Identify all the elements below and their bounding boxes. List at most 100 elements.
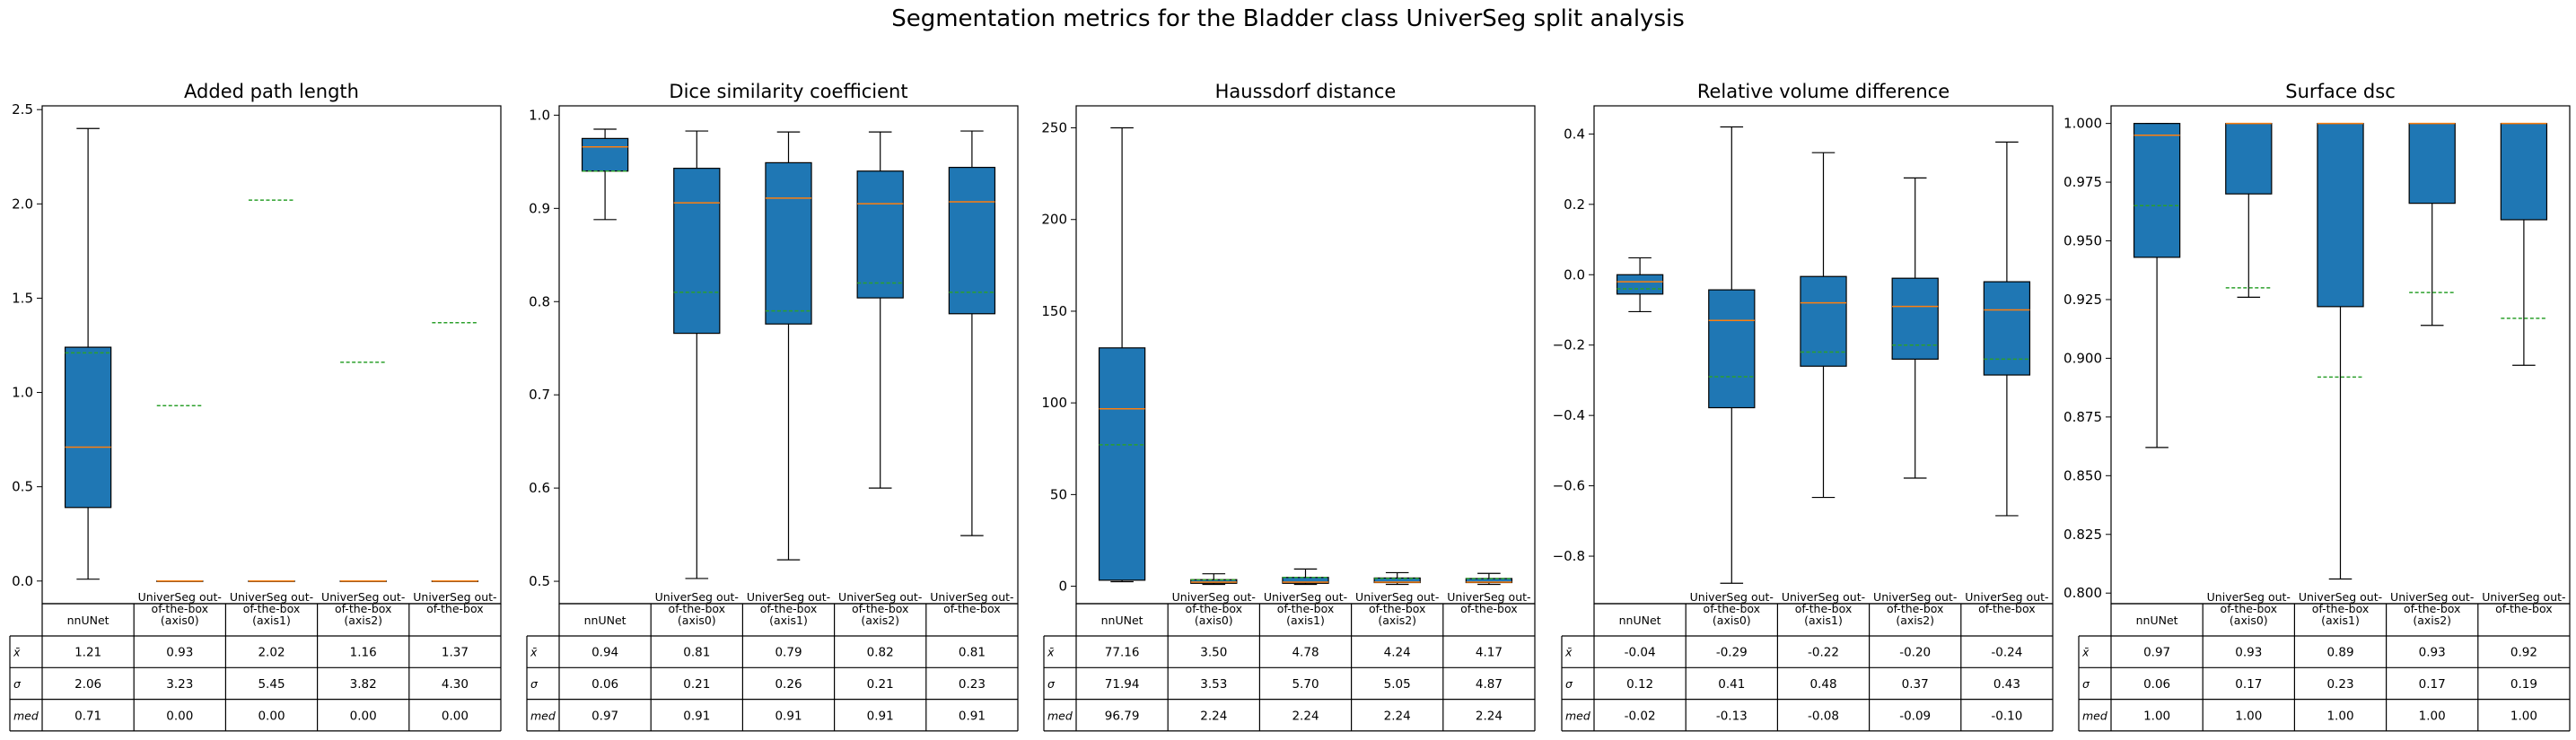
box-3	[2317, 122, 2364, 580]
column-header-line: of-the-box	[426, 602, 484, 615]
column-header-line: of-the-box	[1795, 602, 1853, 615]
table-cell: 96.79	[1105, 709, 1140, 723]
column-header: UniverSeg out-of-the-box (axis2)	[321, 590, 405, 627]
table-cell: 3.50	[1200, 646, 1227, 660]
box-2	[1708, 126, 1756, 584]
y-tick-label: −0.4	[1553, 407, 1585, 423]
table-cell: -0.08	[1808, 709, 1839, 723]
table-cell: 2.24	[1384, 709, 1411, 723]
table-cell: 0.92	[2510, 646, 2537, 660]
column-header-line: UniverSeg out-	[2299, 590, 2382, 604]
table-cell: 0.93	[166, 646, 193, 660]
y-tick-label: −0.6	[1553, 478, 1585, 494]
iqr-box	[2408, 123, 2456, 205]
column-header: UniverSeg out-of-the-box	[2482, 590, 2565, 615]
chart-title: Dice similarity coefficient	[669, 81, 907, 102]
iqr-box	[581, 137, 629, 172]
table-cell: 1.37	[442, 646, 469, 660]
figure-suptitle: Segmentation metrics for the Bladder cla…	[891, 5, 1685, 32]
row-label: med	[530, 709, 556, 722]
table-cell: 0.71	[74, 709, 101, 723]
iqr-box	[2500, 123, 2548, 221]
column-header-line: of-the-box	[152, 602, 209, 615]
column-header-line: of-the-box	[2495, 602, 2553, 615]
chart-title: Surface dsc	[2285, 81, 2396, 102]
y-tick-label: 1.0	[12, 385, 33, 401]
table-cell: 0.82	[867, 646, 894, 660]
box-3	[1282, 568, 1329, 586]
column-header: UniverSeg out-of-the-box (axis1)	[1782, 590, 1865, 627]
column-header-line: of-the-box	[1704, 602, 1761, 615]
box-3	[1800, 152, 1847, 499]
table-cell: 0.79	[775, 646, 802, 660]
table-cell: 0.93	[2235, 646, 2262, 660]
y-tick-label: 0.2	[1564, 196, 1585, 213]
column-header-line: UniverSeg out-	[2482, 590, 2565, 604]
column-header-line: (axis0)	[1713, 614, 1751, 627]
box-4	[2408, 122, 2456, 326]
column-header-line: UniverSeg out-	[1690, 590, 1774, 604]
y-tick-label: 0.0	[1564, 266, 1585, 283]
row-label: med	[1047, 709, 1073, 722]
table-cell: -0.29	[1716, 646, 1748, 660]
column-header: UniverSeg out-of-the-box (axis0)	[655, 590, 739, 627]
column-header-line: UniverSeg out-	[413, 590, 496, 604]
y-tick-label: −0.8	[1553, 548, 1585, 564]
table-cell: 4.24	[1384, 646, 1411, 660]
column-header-line: (axis2)	[344, 614, 382, 627]
box-1	[581, 128, 629, 221]
y-tick-label: 0.7	[529, 387, 550, 403]
column-header: UniverSeg out-of-the-box (axis0)	[1690, 590, 1774, 627]
table-cell: 0.23	[2326, 677, 2353, 692]
column-header-line: UniverSeg out-	[1873, 590, 1957, 604]
column-header-line: UniverSeg out-	[1965, 590, 2048, 604]
column-header-line: of-the-box	[335, 602, 392, 615]
table-cell: -0.13	[1716, 709, 1748, 723]
column-header-line: of-the-box	[2404, 602, 2461, 615]
chart-title: Relative volume difference	[1697, 81, 1950, 102]
table-cell: 0.00	[350, 709, 377, 723]
iqr-box	[1708, 289, 1756, 409]
box-2	[673, 130, 721, 579]
column-header-line: of-the-box	[1978, 602, 2036, 615]
column-header-line: of-the-box	[943, 602, 1001, 615]
chart-title: Added path length	[184, 81, 359, 102]
table-cell: 3.82	[350, 677, 377, 692]
column-header-line: (axis1)	[252, 614, 291, 627]
y-tick-label: 0.825	[2063, 527, 2102, 543]
column-header-line: of-the-box	[669, 602, 726, 615]
table-cell: 4.17	[1476, 646, 1503, 660]
iqr-box	[1282, 577, 1329, 584]
table-cell: -0.20	[1899, 646, 1931, 660]
y-tick-label: 0.900	[2063, 350, 2102, 366]
table-cell: 0.00	[166, 709, 193, 723]
box-4	[1891, 177, 1939, 479]
column-header-line: UniverSeg out-	[1355, 590, 1439, 604]
column-header-line: of-the-box	[1369, 602, 1426, 615]
table-cell: 1.16	[350, 646, 377, 660]
table-cell: 3.53	[1200, 677, 1227, 692]
table-cell: 0.12	[1626, 677, 1653, 692]
iqr-box	[64, 346, 112, 509]
iqr-box	[2317, 123, 2364, 308]
table-cell: 4.78	[1292, 646, 1319, 660]
y-tick-label: 250	[1041, 120, 1067, 136]
column-header-line: UniverSeg out-	[747, 590, 830, 604]
row-label: x̄	[1047, 646, 1055, 659]
column-header-line: of-the-box	[1277, 602, 1335, 615]
y-tick-label: 200	[1041, 212, 1067, 228]
column-header-line: of-the-box	[1887, 602, 1944, 615]
table-cell: 0.43	[1993, 677, 2020, 692]
column-header-line: (axis2)	[861, 614, 899, 627]
row-label: σ	[530, 677, 539, 691]
row-label: x̄	[13, 646, 21, 659]
column-header-line: UniverSeg out-	[2207, 590, 2291, 604]
iqr-box	[948, 166, 996, 315]
column-header-line: UniverSeg out-	[321, 590, 405, 604]
table-cell: -0.04	[1625, 646, 1656, 660]
table-cell: 0.19	[2510, 677, 2537, 692]
table-cell: 3.23	[166, 677, 193, 692]
table-cell: 71.94	[1105, 677, 1140, 692]
iqr-box	[1983, 281, 2031, 376]
